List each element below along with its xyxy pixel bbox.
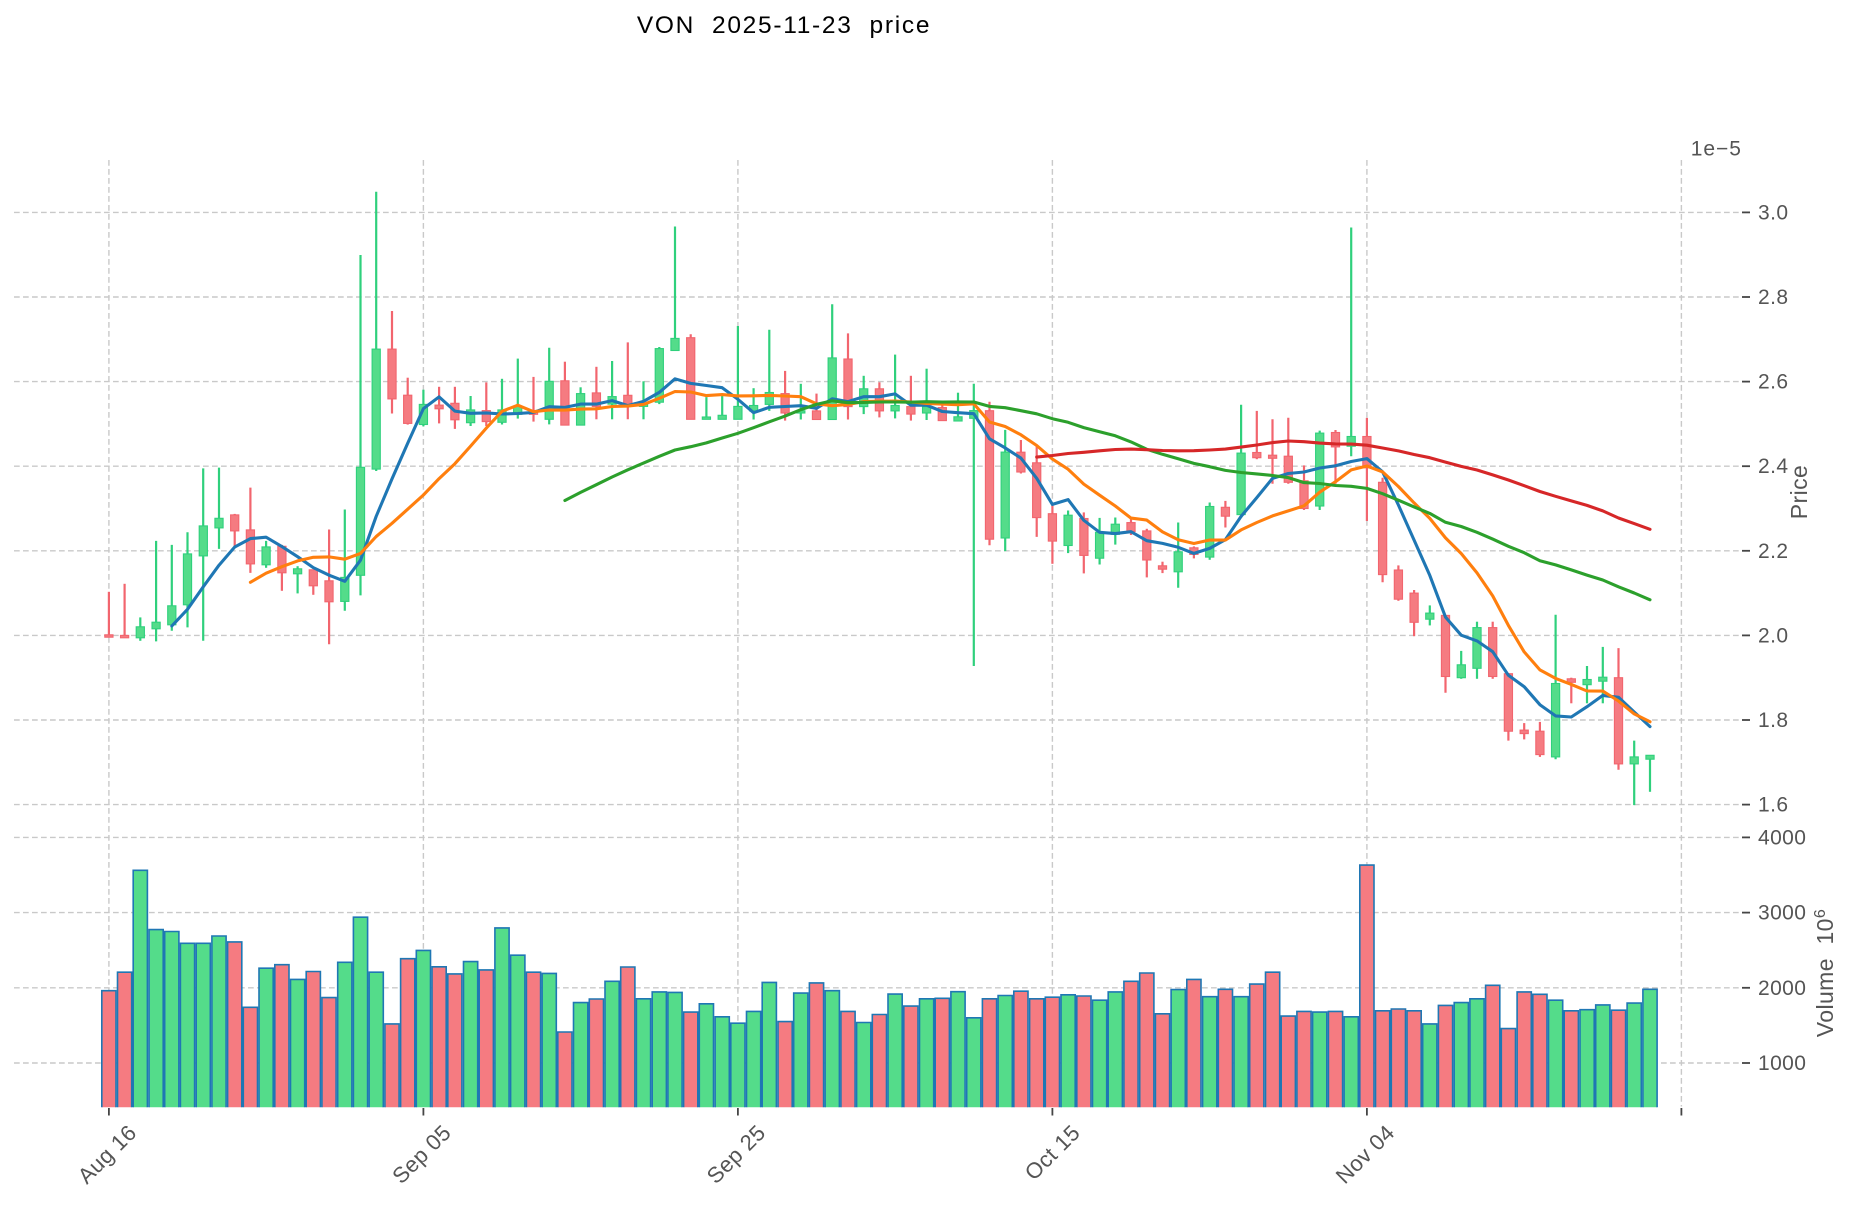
svg-text:1.8: 1.8 [1758, 709, 1788, 732]
svg-text:4000: 4000 [1758, 826, 1806, 849]
svg-text:2.8: 2.8 [1758, 286, 1788, 309]
svg-text:1e−5: 1e−5 [1691, 138, 1742, 161]
svg-text:2.0: 2.0 [1758, 624, 1788, 647]
svg-text:3000: 3000 [1758, 902, 1806, 925]
svg-text:3.0: 3.0 [1758, 201, 1788, 224]
svg-text:2.4: 2.4 [1758, 455, 1788, 478]
svg-text:2.6: 2.6 [1758, 371, 1788, 394]
svg-text:2000: 2000 [1758, 977, 1806, 1000]
svg-text:2.2: 2.2 [1758, 540, 1788, 563]
svg-text:Volume 106: Volume 106 [1812, 909, 1838, 1037]
svg-text:Price: Price [1786, 465, 1812, 519]
svg-text:1000: 1000 [1758, 1052, 1806, 1075]
svg-text:VON 2025-11-23 price: VON 2025-11-23 price [637, 12, 931, 39]
svg-text:1.6: 1.6 [1758, 794, 1788, 817]
